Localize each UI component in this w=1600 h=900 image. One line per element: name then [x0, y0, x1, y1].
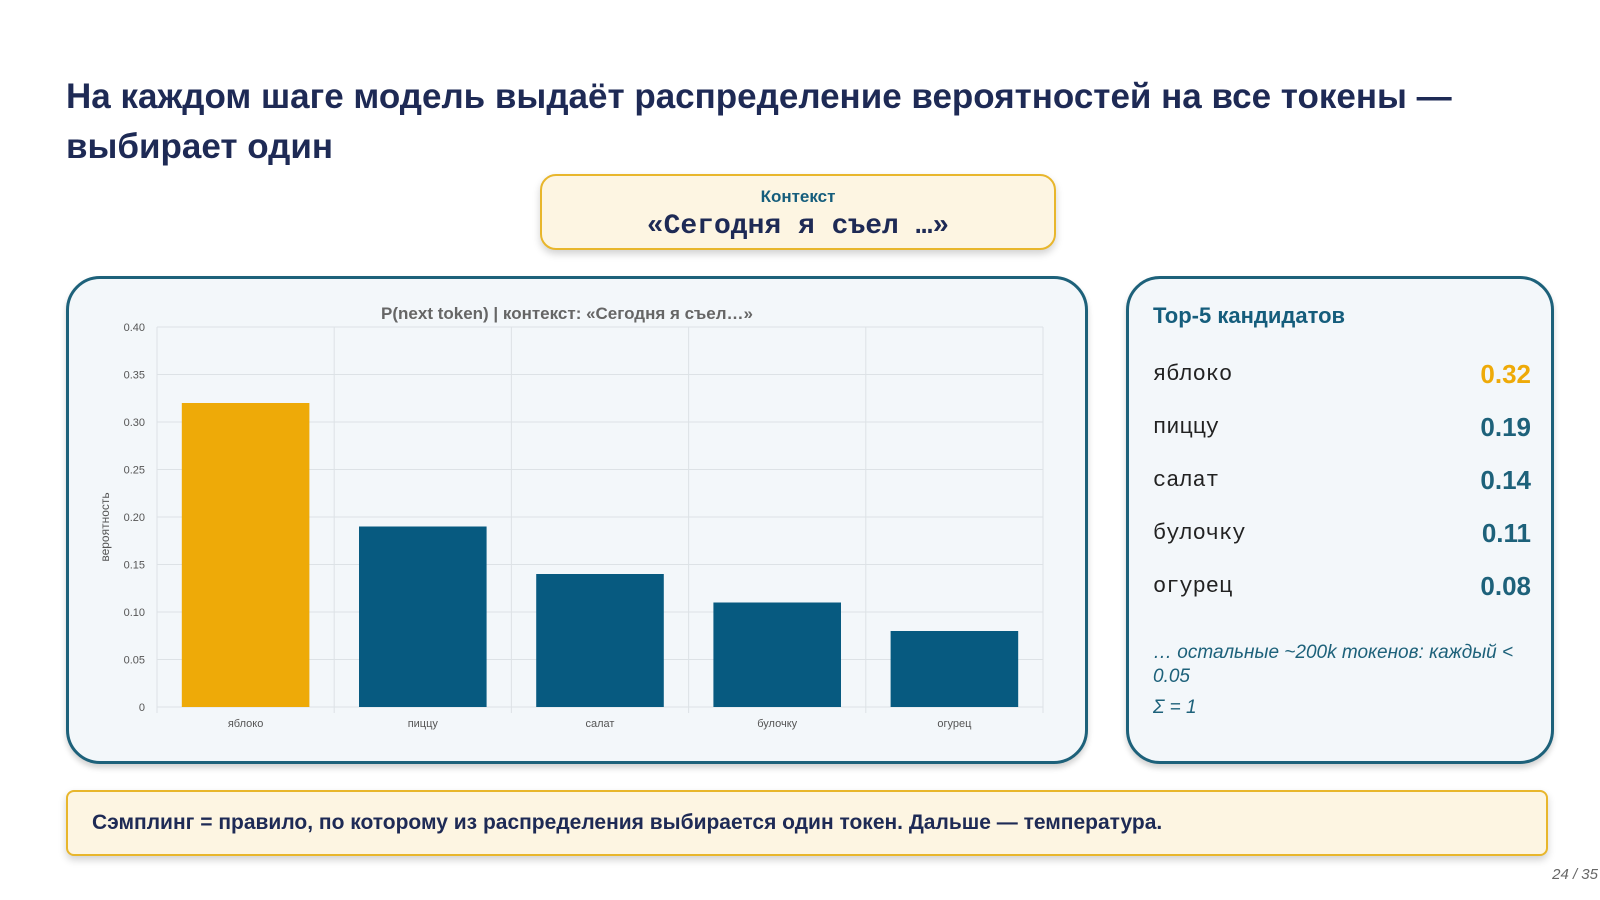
sampling-note: Сэмплинг = правило, по которому из распр… — [66, 790, 1548, 856]
y-axis-label: вероятность — [98, 492, 112, 561]
page-number: 24 / 35 — [1552, 866, 1598, 883]
bar-булочку — [713, 602, 841, 707]
candidate-token: яблоко — [1153, 361, 1233, 387]
candidate-prob: 0.08 — [1480, 570, 1531, 601]
y-tick-label: 0.35 — [124, 370, 145, 382]
x-tick-label: салат — [586, 718, 615, 730]
candidate-row: огурец 0.08 — [1153, 566, 1531, 606]
y-tick-label: 0.25 — [124, 465, 145, 477]
context-text: «Сегодня я съел …» — [646, 211, 950, 242]
bar-chart: P(next token) | контекст: «Сегодня я съе… — [98, 304, 1044, 730]
candidate-prob: 0.32 — [1480, 358, 1531, 389]
y-tick-label: 0.30 — [124, 417, 145, 429]
y-tick-label: 0.40 — [124, 322, 145, 334]
x-tick-label: огурец — [937, 718, 972, 730]
x-tick-labels: яблоко пиццу салат булочку огурец — [228, 718, 972, 730]
slide-title: На каждом шаге модель выдаёт распределен… — [66, 77, 1452, 166]
top-candidates-panel: Top-5 кандидатов яблоко 0.32 пиццу 0.19 … — [1126, 276, 1554, 764]
chart-panel: P(next token) | контекст: «Сегодня я съе… — [66, 276, 1088, 764]
candidate-token: огурец — [1153, 573, 1233, 599]
bar-огурец — [890, 631, 1019, 707]
candidate-prob: 0.14 — [1480, 464, 1531, 495]
bar-пиццу — [359, 526, 487, 707]
y-tick-label: 0.15 — [124, 560, 145, 572]
context-label: Контекст — [760, 187, 836, 206]
bar-салат — [536, 574, 664, 707]
x-tick-label: пиццу — [408, 718, 439, 730]
y-tick-label: 0.20 — [124, 512, 145, 524]
x-tick-label: булочку — [757, 718, 797, 730]
context-box: Контекст «Сегодня я съел …» — [540, 174, 1056, 250]
y-tick-labels: 0 0.05 0.10 0.15 0.20 0.25 0.30 0.35 0.40 — [124, 322, 145, 714]
bar-яблоко — [181, 403, 310, 707]
candidate-token: салат — [1153, 467, 1220, 493]
y-tick-label: 0 — [139, 702, 145, 714]
x-tick-label: яблоко — [228, 718, 263, 730]
y-tick-label: 0.05 — [124, 655, 145, 667]
top-candidates-title: Top-5 кандидатов — [1153, 303, 1346, 328]
candidate-token: булочку — [1153, 520, 1246, 546]
sampling-note-text: Сэмплинг = правило, по которому из распр… — [92, 811, 1163, 834]
y-tick-label: 0.10 — [124, 607, 145, 619]
sum-note: Σ = 1 — [1153, 697, 1197, 718]
rest-tokens-note: … остальные ~200k токенов: каждый < 0.05 — [1153, 642, 1514, 687]
candidate-row: салат 0.14 — [1153, 460, 1531, 500]
bars — [181, 403, 1019, 707]
candidate-token: пиццу — [1153, 414, 1220, 440]
candidate-prob: 0.19 — [1480, 411, 1531, 442]
candidate-row: пиццу 0.19 — [1153, 407, 1531, 447]
candidate-row: яблоко 0.32 — [1153, 354, 1531, 394]
candidate-prob: 0.11 — [1481, 517, 1531, 548]
candidate-row: булочку 0.11 — [1153, 513, 1531, 553]
chart-title: P(next token) | контекст: «Сегодня я съе… — [381, 304, 753, 323]
